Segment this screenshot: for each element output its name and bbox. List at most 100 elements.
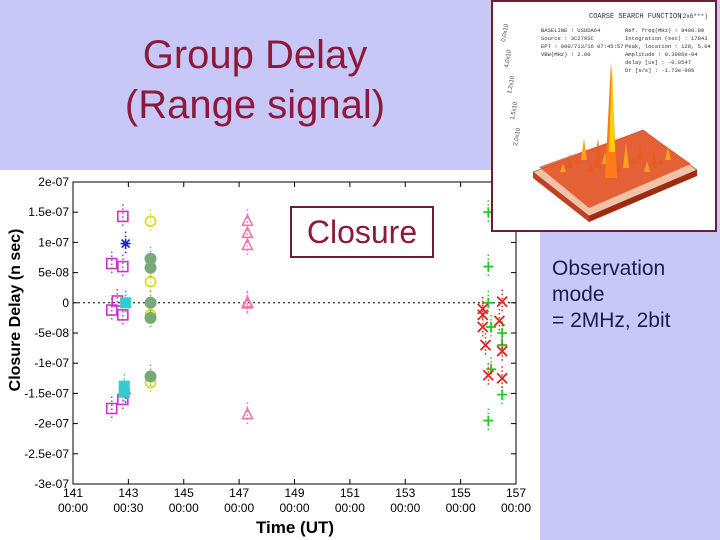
data-point-triangle: [241, 406, 254, 420]
y-tick-label: -2e-07: [34, 417, 69, 431]
surface-spike: [581, 138, 587, 160]
x-tick-label: 00:00: [224, 501, 254, 515]
closure-label-box: Closure: [290, 206, 434, 258]
x-tick-label: 141: [63, 486, 83, 500]
data-point-cross: [482, 369, 494, 381]
coarse-search-inset: COARSE SEARCH FUNCTION (2x6***) BASELINE…: [491, 0, 717, 232]
y-tick-label: -2.5e-07: [24, 447, 69, 461]
surface-spike: [651, 148, 657, 168]
data-point-square: [117, 260, 129, 273]
data-point-cross: [496, 345, 508, 357]
inset-info-line: VBW(MHz) : 2.00: [541, 51, 591, 58]
x-tick-label: 00:00: [390, 501, 420, 515]
y-tick-label: -1.5e-07: [24, 386, 69, 400]
surface-spike: [560, 164, 566, 172]
surface-spike: [588, 162, 594, 172]
x-axis-ticks: 14100:0014300:3014500:0014700:0014900:00…: [58, 182, 531, 515]
x-tick-label: 00:00: [58, 501, 88, 515]
inset-info-line: Source : 3C279SC: [541, 35, 595, 42]
y-tick-label: 1e-07: [38, 235, 69, 249]
inset-z-ticks: 0.0x10 4.0x10 1.2x10 1.5x10 2.0x10: [501, 23, 522, 146]
inset-z-tick-label: 1.2x10: [507, 75, 516, 94]
surface-spike: [644, 161, 650, 172]
y-axis-ticks: 2e-07 1.5e-07 1e-07 5e-08 0 -5e-08 -1e-07 -1.5e…: [24, 175, 516, 491]
slide-title: Group Delay (Range signal): [90, 30, 420, 130]
inset-info-line: EPT : 000/713/16 07:45:57: [541, 43, 624, 50]
x-axis-label: Time (UT): [256, 518, 334, 537]
inset-header-suffix: (2x6***): [679, 13, 708, 20]
data-point-square: [105, 402, 118, 415]
y-tick-label: 2e-07: [38, 175, 69, 189]
inset-info-line: Amplitude : 0.3986e-04: [625, 51, 698, 58]
data-point-triangle: [241, 296, 254, 309]
inset-header: COARSE SEARCH FUNCTION: [589, 13, 681, 21]
data-point-plus: [483, 261, 494, 272]
surface-spike: [595, 138, 601, 168]
data-point-triangle: [241, 225, 254, 239]
x-tick-label: 00:00: [501, 501, 531, 515]
surface-spike: [658, 158, 664, 164]
y-tick-label: -5e-08: [34, 326, 69, 340]
inset-info-line: Ref. freq(MHz) : 8400.00: [625, 27, 704, 34]
data-point-cross: [496, 295, 508, 308]
x-tick-label: 149: [284, 486, 304, 500]
surface-spike: [623, 142, 629, 168]
3d-spectrum-plot-icon: [532, 62, 698, 222]
x-tick-label: 153: [395, 486, 415, 500]
y-tick-label: 0: [62, 296, 69, 310]
inset-z-tick-label: 1.5x10: [510, 101, 519, 120]
data-point-cross: [477, 321, 489, 333]
data-point-cross: [477, 309, 489, 321]
x-tick-label: 00:30: [113, 501, 143, 515]
y-axis-label: Closure Delay (n sec): [7, 229, 24, 392]
observation-note-line3: = 2MHz, 2bit: [552, 309, 671, 332]
x-tick-label: 147: [229, 486, 249, 500]
x-tick-label: 157: [506, 486, 526, 500]
observation-note-line2: mode: [552, 283, 605, 306]
y-tick-label: 5e-08: [38, 266, 69, 280]
data-point-circle-filled: [144, 261, 157, 274]
slide-title-line1: Group Delay: [142, 33, 368, 77]
data-point-plus: [486, 321, 497, 332]
data-point-triangle: [241, 237, 254, 251]
slide-title-line2: (Range signal): [124, 83, 386, 127]
inset-info-line: Dr [s/s] : -1.73e-005: [625, 67, 694, 74]
data-point-plus: [497, 389, 508, 400]
closure-delay-chart: 14100:0014300:3014500:0014700:0014900:00…: [0, 170, 540, 540]
x-tick-label: 151: [340, 486, 360, 500]
data-point-plus: [497, 328, 508, 338]
y-tick-label: 1.5e-07: [28, 205, 69, 219]
data-point-square: [117, 210, 129, 223]
surface-spike: [567, 154, 573, 168]
inset-info-line: BASELINE : USUDA64: [541, 27, 601, 34]
x-tick-label: 155: [451, 486, 471, 500]
data-point-cross: [496, 372, 508, 384]
inset-info-line: Peak, location : 128, 5.04: [625, 43, 712, 50]
data-point-cross: [479, 339, 492, 351]
surface-spike: [665, 147, 671, 160]
inset-z-tick-label: 0.0x10: [501, 23, 510, 42]
data-point-square: [117, 309, 129, 321]
data-point-circle-open: [144, 215, 157, 228]
closure-label: Closure: [306, 214, 418, 250]
x-tick-label: 00:00: [279, 501, 309, 515]
x-tick-label: 00:00: [335, 501, 365, 515]
inset-info-line: Integration (sec) : 17843: [625, 35, 708, 42]
data-point-circle-filled: [144, 296, 157, 309]
surface-spike: [616, 163, 622, 172]
data-point-cross: [493, 315, 506, 327]
surface-spike: [630, 157, 636, 164]
data-point-filled-square: [120, 297, 132, 309]
data-point-filled-square: [118, 386, 130, 398]
data-point-asterisk: [120, 238, 131, 249]
observation-note-line1: Observation: [552, 257, 666, 280]
x-tick-label: 143: [118, 486, 138, 500]
data-point-plus: [483, 415, 494, 426]
y-tick-label: -3e-07: [34, 477, 69, 491]
x-tick-label: 00:00: [169, 501, 199, 515]
x-tick-label: 00:00: [446, 501, 476, 515]
inset-info-line: delay [us] : -0.0547: [625, 59, 691, 66]
data-point-circle-filled: [144, 370, 157, 383]
